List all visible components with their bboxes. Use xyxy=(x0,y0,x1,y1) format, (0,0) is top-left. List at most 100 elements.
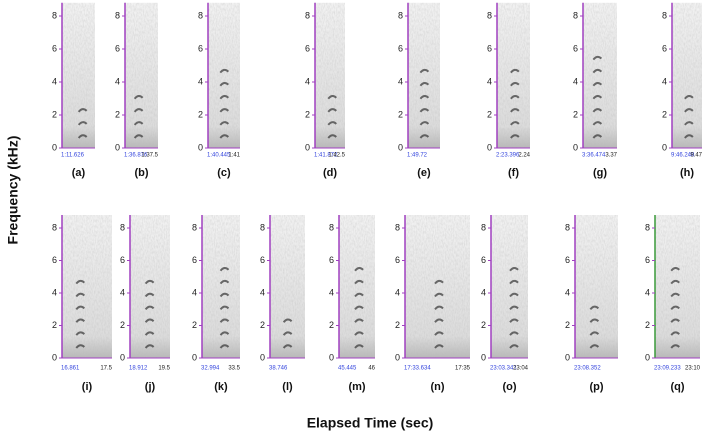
start-time: 1:36.876 xyxy=(124,153,148,159)
call-streak xyxy=(434,331,444,336)
panel-label: (g) xyxy=(593,167,607,179)
call-streak xyxy=(670,305,680,311)
y-tick-label: 8 xyxy=(487,10,492,20)
y-tick-label: 0 xyxy=(305,142,310,152)
y-tick-label: 8 xyxy=(395,222,400,232)
call-streak xyxy=(219,95,230,100)
panel-label: (d) xyxy=(323,167,337,179)
y-tick-label: 8 xyxy=(192,222,197,232)
call-streak xyxy=(327,121,337,126)
y-axis-label: Frequency (kHz) xyxy=(5,136,21,245)
call-streak xyxy=(354,267,364,272)
y-tick-label: 8 xyxy=(120,222,125,232)
start-time: 45.445 xyxy=(338,366,357,372)
y-tick-label: 6 xyxy=(260,255,265,265)
y-tick-label: 6 xyxy=(305,43,310,53)
y-tick-label: 4 xyxy=(198,76,203,86)
y-tick-label: 2 xyxy=(198,109,203,119)
call-streak xyxy=(327,108,337,113)
start-time: 23:09.233 xyxy=(654,366,681,372)
y-tick-label: 2 xyxy=(662,109,667,119)
start-time: 1:49.72 xyxy=(407,153,428,159)
call-streak xyxy=(434,305,444,311)
call-streak xyxy=(670,292,680,298)
call-streak xyxy=(219,81,230,87)
call-streak xyxy=(77,108,88,113)
call-streak xyxy=(354,331,364,336)
y-tick-label: 2 xyxy=(565,320,570,330)
spectrogram xyxy=(497,2,530,148)
start-time: 16.861 xyxy=(61,366,80,372)
call-streak xyxy=(592,121,603,126)
call-streak xyxy=(219,344,230,349)
y-tick-label: 6 xyxy=(52,255,57,265)
call-streak xyxy=(133,95,144,100)
call-streak xyxy=(510,108,520,113)
call-streak xyxy=(509,331,519,336)
spectrogram xyxy=(270,215,305,358)
call-streak xyxy=(510,134,520,139)
call-streak xyxy=(670,267,680,272)
spectrogram-noise xyxy=(408,2,440,148)
call-streak xyxy=(684,134,694,139)
spectrogram xyxy=(125,2,158,148)
y-tick-label: 6 xyxy=(198,43,203,53)
spectrogram xyxy=(202,215,240,358)
call-streak xyxy=(219,318,230,323)
y-tick-label: 6 xyxy=(573,43,578,53)
y-tick-label: 4 xyxy=(398,76,403,86)
start-time: 32.994 xyxy=(201,366,220,372)
spectrogram xyxy=(491,215,528,358)
start-time: 18.912 xyxy=(129,366,148,372)
call-streak xyxy=(510,95,520,100)
y-tick-label: 2 xyxy=(115,109,120,119)
y-tick-label: 0 xyxy=(52,142,57,152)
call-streak xyxy=(144,318,155,323)
y-tick-label: 0 xyxy=(398,142,403,152)
start-time: 17:33.634 xyxy=(404,366,431,372)
call-streak xyxy=(327,95,337,100)
y-tick-label: 4 xyxy=(481,287,486,297)
call-streak xyxy=(354,279,364,285)
spectrogram xyxy=(208,2,240,148)
call-streak xyxy=(419,108,430,113)
call-streak xyxy=(77,121,88,126)
call-streak xyxy=(670,279,680,285)
call-streak xyxy=(592,95,603,100)
start-time: 1:41.872 xyxy=(314,153,338,159)
spectrogram-noise xyxy=(270,215,305,358)
call-streak xyxy=(282,344,293,349)
y-tick-label: 6 xyxy=(329,255,334,265)
call-streak xyxy=(510,81,520,87)
call-streak xyxy=(592,134,603,139)
call-streak xyxy=(419,95,430,100)
end-time: 46 xyxy=(368,366,375,372)
y-tick-label: 8 xyxy=(52,10,57,20)
y-tick-label: 4 xyxy=(260,287,265,297)
call-streak xyxy=(589,344,600,349)
start-time: 1:40.445 xyxy=(207,153,231,159)
spectrogram xyxy=(672,2,702,148)
y-tick-label: 8 xyxy=(329,222,334,232)
spectrogram xyxy=(62,2,95,148)
call-streak xyxy=(510,68,520,74)
panel-label: (p) xyxy=(589,381,603,393)
y-tick-label: 8 xyxy=(115,10,120,20)
spectrogram-noise xyxy=(339,215,375,358)
y-tick-label: 0 xyxy=(487,142,492,152)
x-axis-label: Elapsed Time (sec) xyxy=(307,415,434,431)
call-streak xyxy=(592,81,603,87)
end-time: 33.5 xyxy=(228,366,240,372)
call-streak xyxy=(219,331,230,336)
call-streak xyxy=(75,318,86,323)
y-tick-label: 4 xyxy=(395,287,400,297)
start-time: 3:36.474 xyxy=(582,153,606,159)
call-streak xyxy=(589,318,600,323)
spectrogram xyxy=(339,215,375,358)
y-tick-label: 0 xyxy=(662,142,667,152)
start-time: 1:11.626 xyxy=(61,153,85,159)
call-streak xyxy=(144,279,155,285)
y-tick-label: 6 xyxy=(120,255,125,265)
call-streak xyxy=(684,95,694,100)
call-streak xyxy=(509,305,519,311)
